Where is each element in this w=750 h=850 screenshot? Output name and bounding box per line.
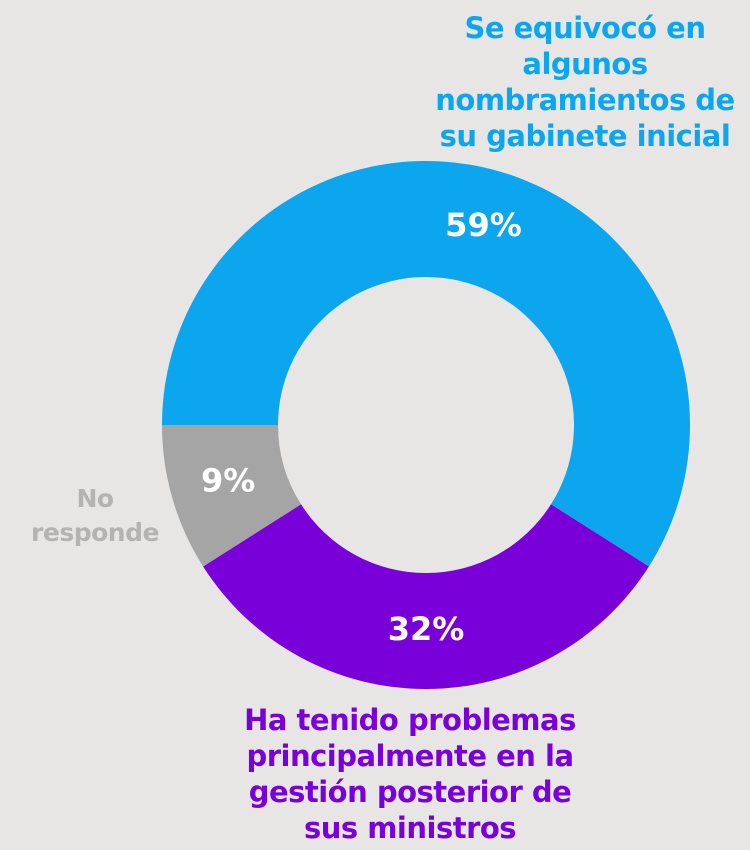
- donut-segment: [162, 425, 302, 567]
- donut-segment: [162, 161, 690, 567]
- value-label: 9%: [201, 461, 255, 499]
- value-label: 32%: [388, 610, 465, 648]
- category-label: Ha tenido problemas principalmente en la…: [244, 703, 576, 845]
- donut-segment: [203, 504, 649, 689]
- value-label: 59%: [445, 206, 522, 244]
- category-label: Se equivocó en algunos nombramientos de …: [435, 11, 735, 153]
- category-label: No responde: [31, 484, 159, 547]
